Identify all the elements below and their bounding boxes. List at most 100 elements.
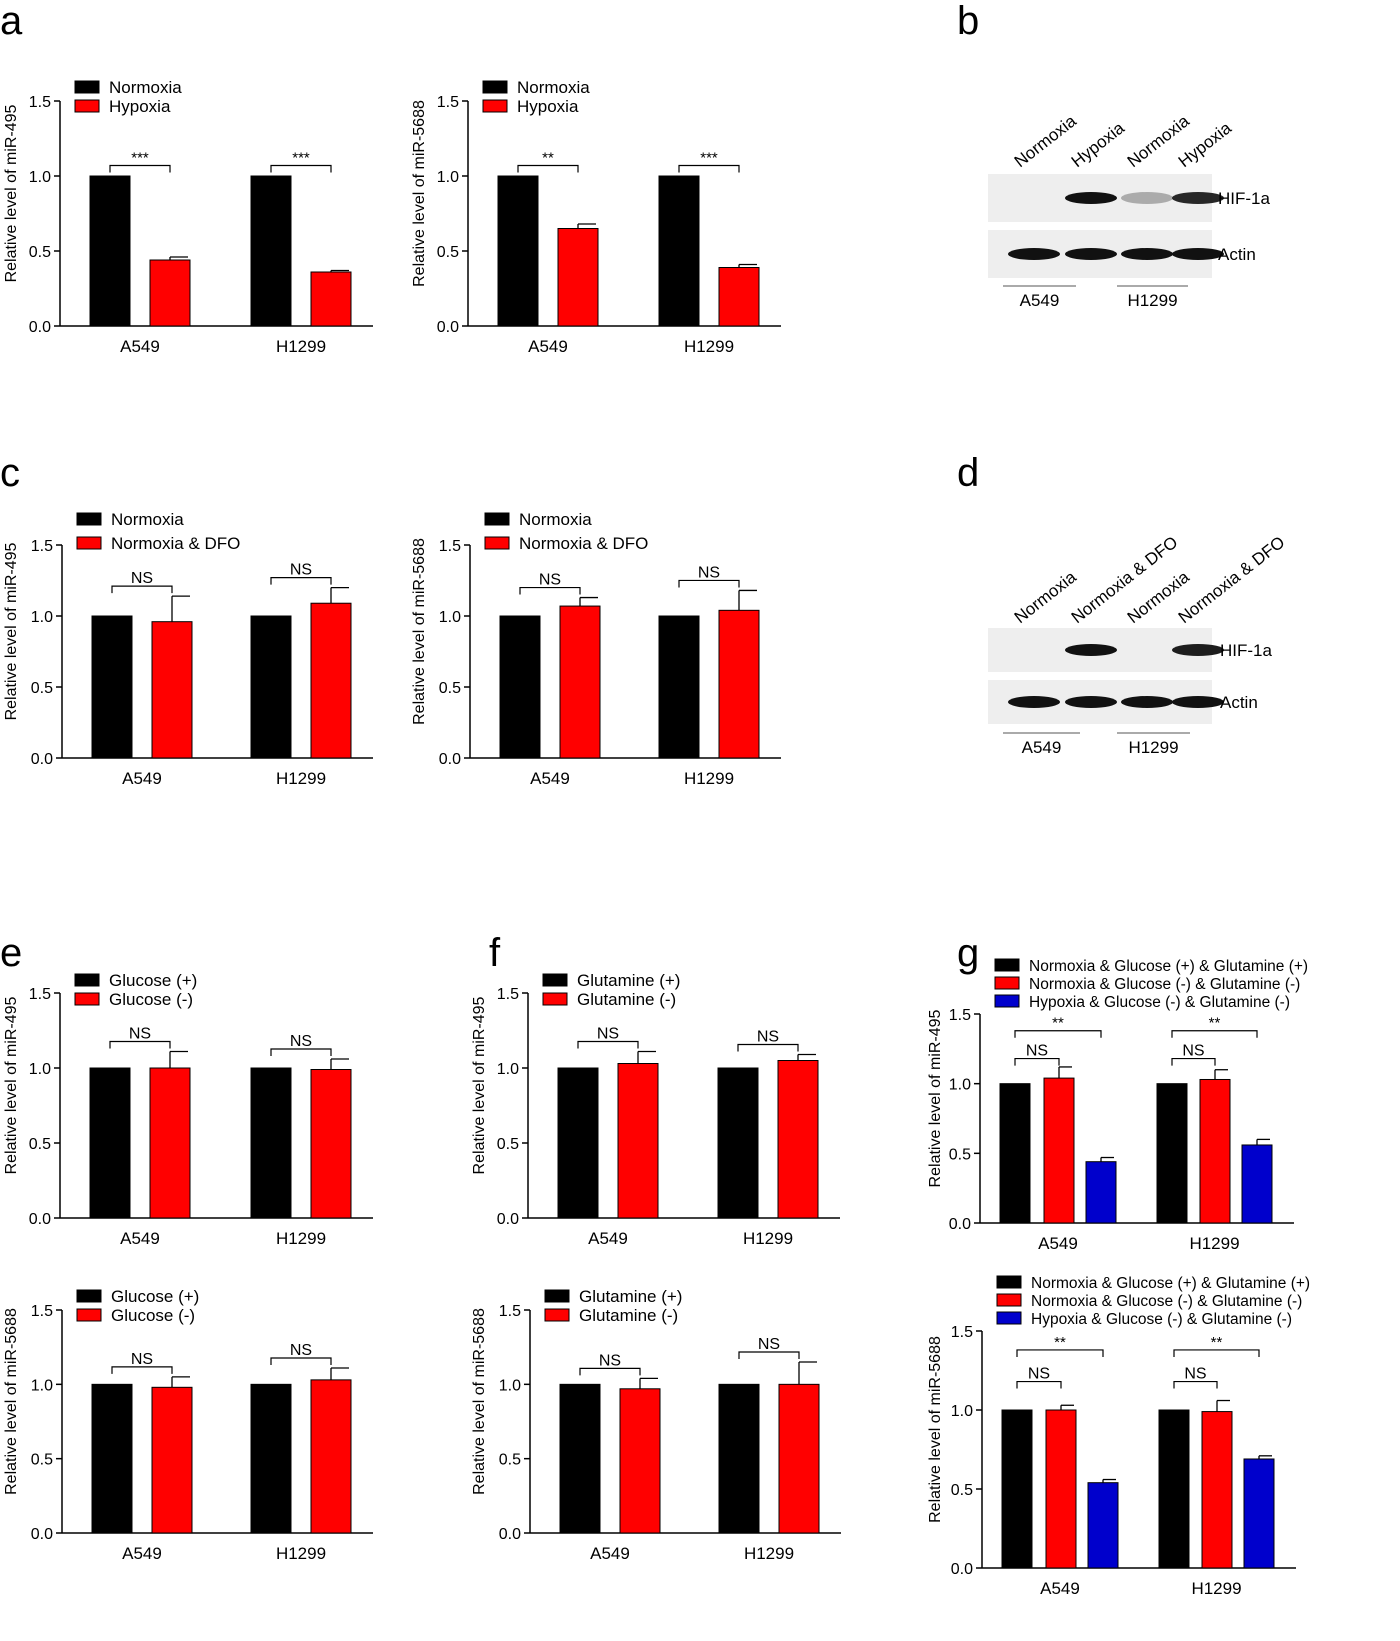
y-tick-label: 0.0 (949, 1216, 971, 1233)
y-axis-label: Relative level of miR-495 (3, 996, 20, 1174)
chart-c-mir5688: 0.0 0.5 1.0 1.5 Relative level of miR-5688 A5… (411, 510, 781, 788)
legend-label: Glutamine (+) (579, 1287, 682, 1306)
y-tick-label: 0.0 (951, 1561, 973, 1578)
bar-normoxia (89, 175, 131, 327)
legend-swatch (994, 958, 1020, 972)
bar-glucose- (151, 1386, 193, 1534)
bar-glucose- (91, 1383, 133, 1534)
legend-swatch (994, 994, 1020, 1008)
bar-normoxia (658, 175, 700, 327)
blot-group-label: A549 (1020, 291, 1060, 310)
y-tick-label: 1.0 (31, 1377, 53, 1394)
blot-row-label: HIF-1a (1218, 189, 1271, 208)
significance-label: NS (1182, 1043, 1204, 1060)
legend-swatch (484, 536, 510, 550)
y-axis-label: Relative level of miR-5688 (927, 1336, 944, 1523)
y-tick-label: 1.5 (949, 1007, 971, 1024)
x-tick-label: H1299 (684, 769, 734, 788)
legend-swatch (482, 80, 508, 94)
bar-glutamine- (557, 1067, 599, 1219)
y-tick-label: 1.0 (949, 1077, 971, 1094)
legend-swatch (544, 1308, 570, 1322)
bar-normoxia (91, 615, 133, 759)
legend-swatch (76, 1308, 102, 1322)
significance-bracket (111, 1366, 173, 1374)
legend-label: Hypoxia & Glucose (-) & Glutamine (-) (1029, 994, 1290, 1011)
y-tick-label: 0.5 (29, 1136, 51, 1153)
bar-hypoxia (310, 271, 352, 327)
significance-label: NS (597, 1026, 619, 1043)
x-tick-label: A549 (1040, 1579, 1080, 1598)
y-tick-label: 0.0 (29, 1211, 51, 1228)
bar-hypoxia (557, 228, 599, 327)
bar-glutamine- (559, 1383, 601, 1534)
legend-swatch (994, 976, 1020, 990)
chart-f-mir5688: 0.0 0.5 1.0 1.5 Relative level of miR-5688 A5… (471, 1287, 841, 1563)
legend-label: Normoxia & Glucose (+) & Glutamine (+) (1031, 1275, 1310, 1292)
bar-normoxia (250, 175, 292, 327)
y-tick-label: 0.0 (31, 751, 53, 768)
y-tick-label: 0.0 (437, 319, 459, 336)
significance-label: NS (290, 1033, 312, 1050)
significance-label: NS (129, 1026, 151, 1043)
chart-a-mir495: 0.0 0.5 1.0 1.5 Relative level of miR-495 A54… (3, 78, 373, 356)
significance-bracket (678, 579, 740, 588)
y-tick-label: 0.0 (29, 319, 51, 336)
significance-bracket (1014, 1030, 1102, 1038)
y-tick-label: 0.0 (497, 1211, 519, 1228)
significance-label: ** (1209, 1015, 1221, 1032)
bar-normoxia-glucose-glutamine- (1043, 1077, 1075, 1224)
significance-label: NS (290, 562, 312, 579)
bar-normoxia-dfo (718, 609, 760, 759)
y-tick-label: 1.5 (29, 986, 51, 1003)
bar-glucose- (250, 1067, 292, 1219)
legend-swatch (74, 973, 100, 987)
y-tick-label: 1.0 (437, 169, 459, 186)
significance-label: NS (290, 1342, 312, 1359)
x-tick-label: A549 (1038, 1234, 1078, 1253)
chart-e-mir5688: 0.0 0.5 1.0 1.5 Relative level of miR-5688 A5… (3, 1287, 373, 1563)
panel-letter-f: f (489, 931, 501, 975)
x-tick-label: A549 (120, 337, 160, 356)
x-tick-label: H1299 (276, 1544, 326, 1563)
legend-label: Normoxia & Glucose (+) & Glutamine (+) (1029, 958, 1308, 975)
y-tick-label: 1.5 (499, 1303, 521, 1320)
x-tick-label: A549 (122, 769, 162, 788)
y-tick-label: 0.5 (439, 680, 461, 697)
x-tick-label: A549 (120, 1229, 160, 1248)
legend-label: Glucose (-) (109, 990, 193, 1009)
significance-bracket (1171, 1030, 1258, 1038)
legend-label: Normoxia (111, 510, 184, 529)
bar-glutamine- (619, 1388, 661, 1534)
blot-row-label: Actin (1220, 693, 1258, 712)
bar-normoxia-dfo (310, 602, 352, 759)
blot-band (1172, 644, 1224, 656)
panel-letter-g: g (957, 931, 979, 975)
bar-hypoxia-glucose-glutamine- (1241, 1144, 1273, 1224)
panel-letter-e: e (0, 931, 22, 975)
significance-label: ** (1052, 1015, 1064, 1032)
legend-label: Normoxia (517, 78, 590, 97)
significance-bracket (738, 1351, 800, 1360)
significance-bracket (1014, 1057, 1060, 1066)
y-tick-label: 0.0 (439, 751, 461, 768)
panel-letter-b: b (957, 0, 979, 43)
y-tick-label: 0.0 (499, 1526, 521, 1543)
significance-bracket (1173, 1380, 1218, 1389)
bar-normoxia-glucose-glutamine- (1045, 1409, 1077, 1569)
legend-swatch (544, 1289, 570, 1303)
significance-bracket (109, 1040, 171, 1049)
bar-normoxia (499, 615, 541, 759)
x-tick-label: H1299 (276, 337, 326, 356)
significance-bracket (579, 1367, 641, 1376)
panel-letter-a: a (0, 0, 23, 43)
significance-bracket (270, 577, 332, 585)
x-tick-label: H1299 (744, 1544, 794, 1563)
legend-label: Glucose (+) (109, 971, 197, 990)
chart-e-mir495: 0.0 0.5 1.0 1.5 Relative level of miR-495 A54… (3, 971, 373, 1248)
bar-hypoxia (149, 259, 191, 327)
bar-hypoxia-glucose-glutamine- (1085, 1161, 1117, 1224)
blot-row-label: Actin (1218, 245, 1256, 264)
y-tick-label: 1.0 (439, 609, 461, 626)
